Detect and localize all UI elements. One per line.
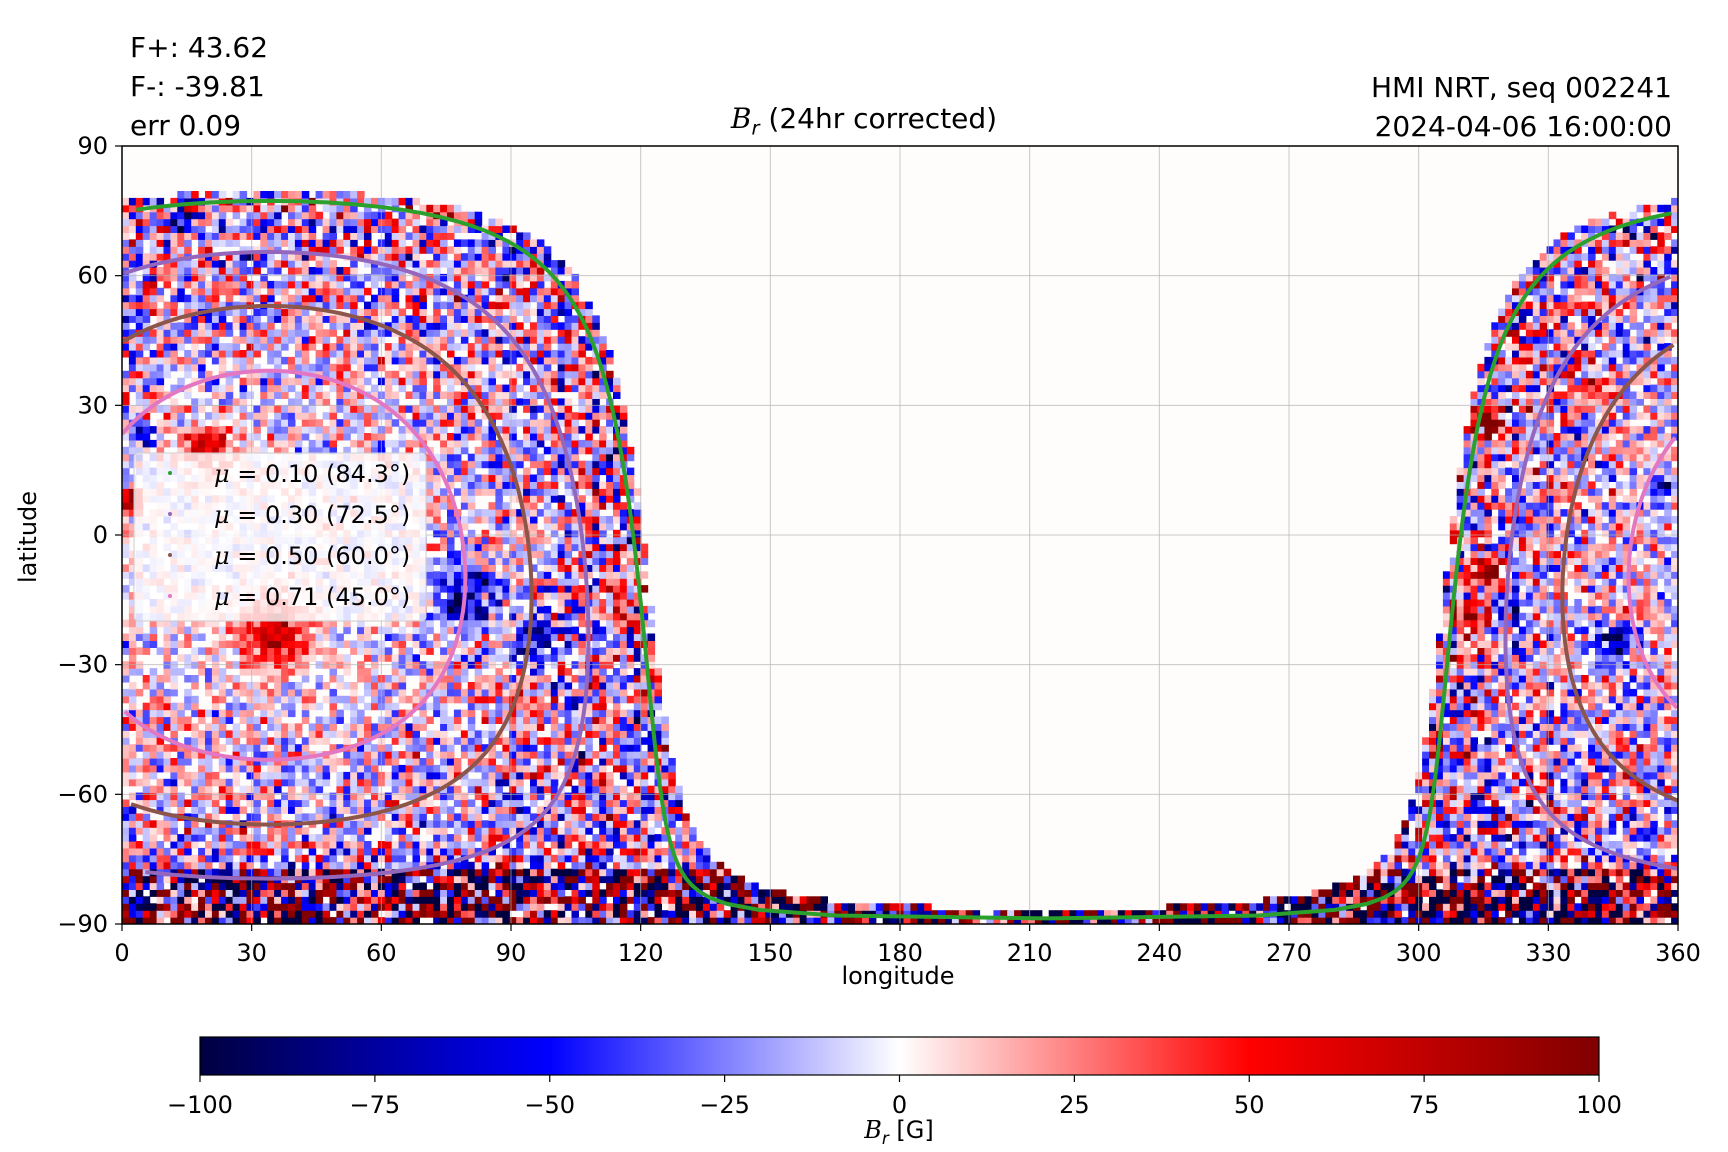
legend-marker-0.71: [168, 594, 172, 598]
mu-contour-0.50: [130, 549, 534, 827]
flux-info: F+: 43.62 F-: -39.81 err 0.09: [130, 28, 268, 145]
legend-marker-0.10: [168, 471, 172, 475]
mu-contour-0.30: [123, 249, 585, 545]
x-tick-label: 0: [114, 939, 129, 967]
observation-time: 2024-04-06 16:00:00: [1374, 110, 1672, 143]
x-tick-label: 300: [1396, 939, 1442, 967]
x-tick-label: 330: [1525, 939, 1571, 967]
x-tick-label: 150: [747, 939, 793, 967]
mu-contour-0.71: [122, 368, 467, 557]
colorbar-tick-label: 100: [1576, 1091, 1622, 1119]
y-tick-label: 30: [77, 391, 108, 419]
y-tick-label: 60: [77, 262, 108, 290]
y-tick-label: 0: [93, 521, 108, 549]
colorbar: [200, 1037, 1599, 1075]
mu-contour-0.10: [136, 198, 636, 539]
flux-positive: F+: 43.62: [130, 31, 269, 64]
flux-negative: F-: -39.81: [130, 70, 265, 103]
legend: μ = 0.10 (84.3°) μ = 0.30 (72.5°) μ = 0.50…: [133, 452, 427, 622]
x-tick-label: 60: [366, 939, 397, 967]
y-tick-label: −30: [57, 651, 108, 679]
x-tick-label: 210: [1007, 939, 1053, 967]
mu-contour-0.30: [1503, 274, 1678, 871]
colorbar-ticks: −100 −75 −50 −25 0 25 50 75 100: [167, 1075, 1622, 1119]
x-tick-label: 240: [1136, 939, 1182, 967]
mu-contour-0.71: [123, 556, 468, 762]
colorbar-tick-label: 25: [1059, 1091, 1090, 1119]
x-tick-label: 360: [1655, 939, 1701, 967]
y-tick-label: 90: [77, 132, 108, 160]
flux-error: err 0.09: [130, 109, 242, 142]
colorbar-label: Br [G]: [864, 1116, 934, 1148]
mu-contour-0.50: [122, 303, 532, 551]
legend-entry-0.50: μ = 0.50 (60.0°): [214, 542, 410, 570]
legend-entry-0.10: μ = 0.10 (84.3°): [214, 460, 410, 488]
x-axis-ticks: 0 30 60 90 120 150 180 210 240 270 300 330 360: [114, 924, 1701, 967]
x-tick-label: 120: [618, 939, 664, 967]
colorbar-tick-label: 0: [892, 1091, 907, 1119]
colorbar-tick-label: 50: [1234, 1091, 1265, 1119]
legend-marker-0.30: [168, 512, 172, 516]
x-tick-label: 180: [877, 939, 923, 967]
y-tick-label: −90: [57, 910, 108, 938]
mu-contour-0.10: [631, 211, 1673, 921]
y-tick-label: −60: [57, 780, 108, 808]
instrument-sequence: HMI NRT, seq 002241: [1370, 71, 1672, 104]
x-axis-label: longitude: [841, 962, 955, 990]
mu-contour-0.30: [145, 543, 591, 881]
x-tick-label: 90: [496, 939, 527, 967]
colorbar-tick-label: 75: [1409, 1091, 1440, 1119]
colorbar-tick-label: −75: [350, 1091, 401, 1119]
x-tick-label: 30: [236, 939, 267, 967]
y-axis-ticks: 90 60 30 0 −30 −60 −90: [57, 132, 122, 938]
legend-entry-0.71: μ = 0.71 (45.0°): [214, 583, 410, 611]
colorbar-tick-label: −25: [699, 1091, 750, 1119]
mu-contours: [122, 198, 1678, 921]
observation-info: HMI NRT, seq 002241 2024-04-06 16:00:00: [1371, 68, 1672, 146]
legend-box: [133, 452, 427, 622]
legend-marker-0.50: [168, 553, 172, 557]
mu-contour-0.50: [1560, 343, 1678, 803]
x-tick-label: 270: [1266, 939, 1312, 967]
colorbar-tick-label: −100: [167, 1091, 233, 1119]
chart-title: Br (24hr corrected): [730, 102, 998, 140]
mu-contour-0.71: [1626, 436, 1678, 710]
legend-entry-0.30: μ = 0.30 (72.5°): [214, 501, 410, 529]
colorbar-tick-label: −50: [524, 1091, 575, 1119]
